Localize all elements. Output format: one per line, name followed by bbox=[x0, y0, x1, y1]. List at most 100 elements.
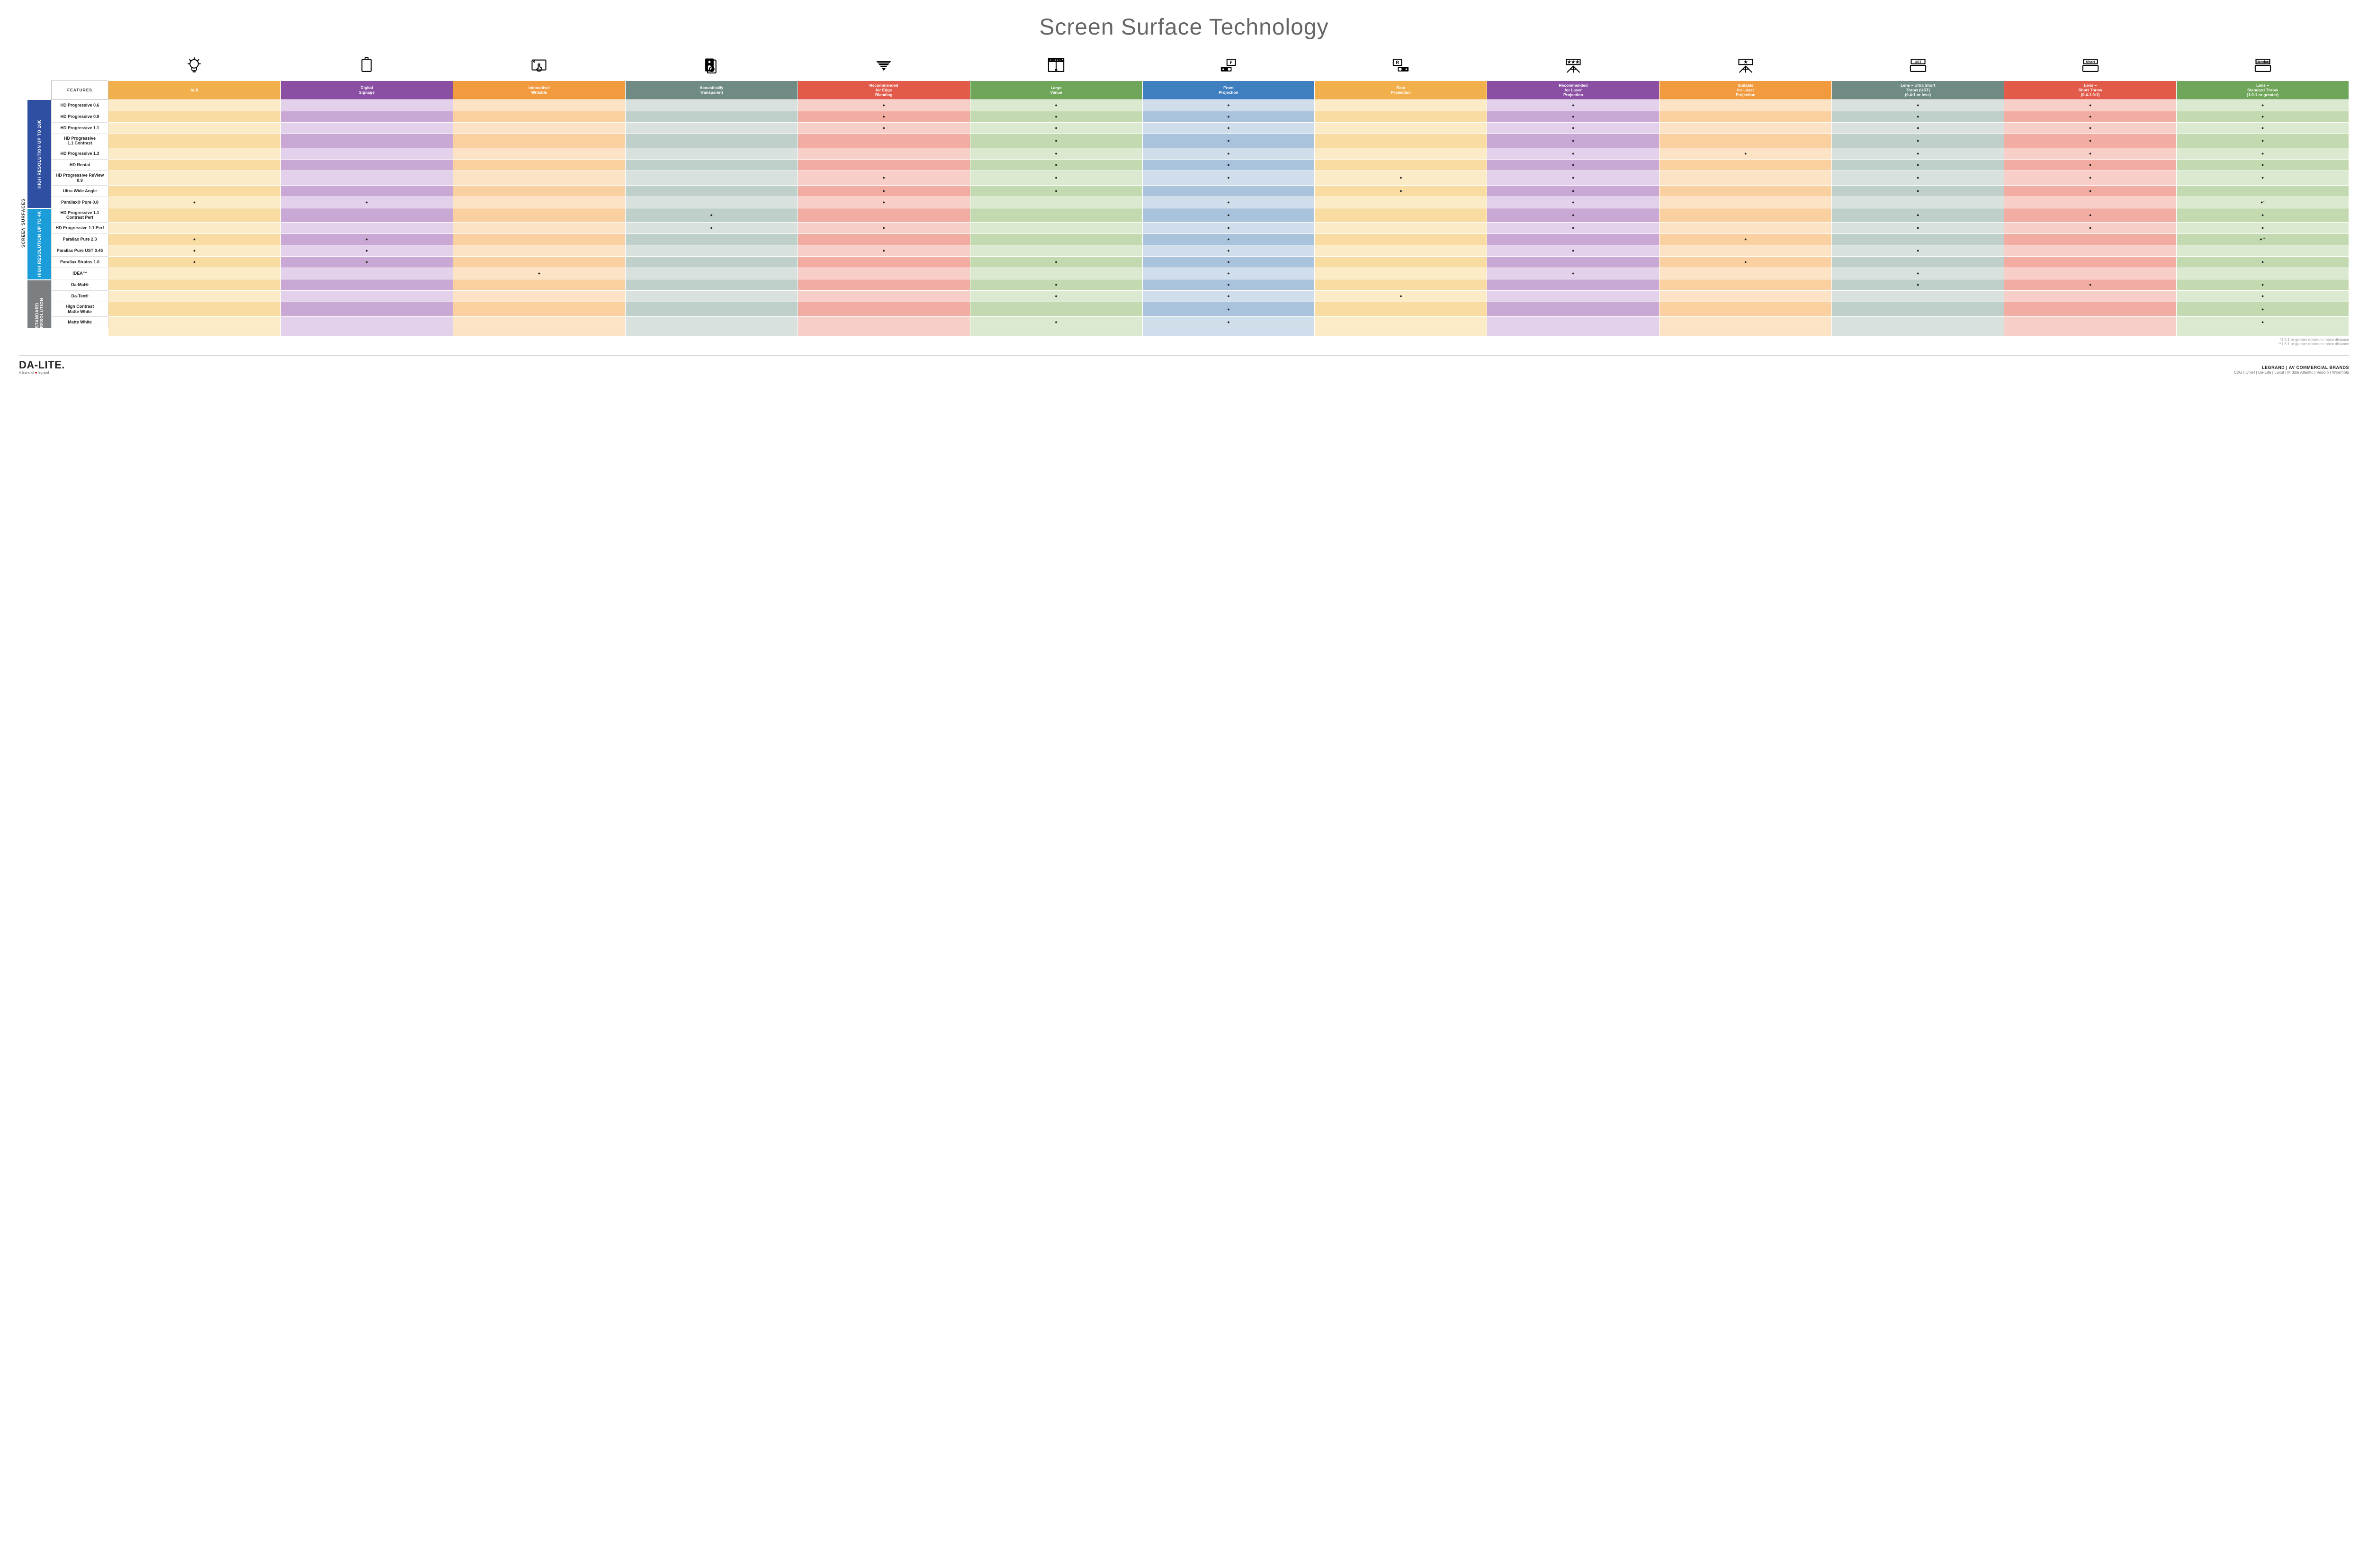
cell-front: ● bbox=[1142, 171, 1315, 186]
cell-edge bbox=[798, 291, 970, 302]
cell-short: ● bbox=[2004, 160, 2177, 171]
cell-acoustic bbox=[625, 279, 798, 291]
cell-ust: ● bbox=[1832, 223, 2004, 234]
cell-writable bbox=[453, 257, 625, 268]
cell-ust: ● bbox=[1832, 148, 2004, 160]
cell-short: ● bbox=[2004, 208, 2177, 223]
row-label: Da-Mat® bbox=[52, 279, 108, 291]
cell-std bbox=[2177, 245, 2349, 257]
cell-signage bbox=[280, 134, 453, 148]
cell-signage: ● bbox=[280, 245, 453, 257]
table-row: Parallax Pure 2.3●●●●●** bbox=[52, 234, 2349, 245]
feature-matrix-table: FR★★★★USTShortStandardFEATURESALRDigital… bbox=[51, 52, 2349, 337]
col-icon-front: F bbox=[1142, 52, 1315, 81]
cell-signage bbox=[280, 223, 453, 234]
cell-large: ● bbox=[970, 279, 1142, 291]
cell-rear bbox=[1315, 257, 1487, 268]
cell-ust: ● bbox=[1832, 268, 2004, 279]
group-g16k: HIGH RESOLUTION UP TO 16K bbox=[27, 99, 51, 208]
row-label: HD Progressive 0.6 bbox=[52, 99, 108, 111]
cell-suitlaser bbox=[1659, 291, 1832, 302]
cell-acoustic bbox=[625, 148, 798, 160]
cell-short: ● bbox=[2004, 171, 2177, 186]
cell-signage bbox=[280, 122, 453, 134]
cell-std: ● bbox=[2177, 316, 2349, 328]
cell-alr bbox=[108, 268, 281, 279]
cell-reclaser bbox=[1487, 316, 1659, 328]
cell-alr: ● bbox=[108, 245, 281, 257]
cell-reclaser: ● bbox=[1487, 185, 1659, 197]
cell-writable bbox=[453, 223, 625, 234]
cell-alr bbox=[108, 111, 281, 122]
cell-suitlaser bbox=[1659, 316, 1832, 328]
cell-writable bbox=[453, 302, 625, 317]
cell-rear bbox=[1315, 111, 1487, 122]
cell-short bbox=[2004, 257, 2177, 268]
cell-ust: ● bbox=[1832, 185, 2004, 197]
cell-large bbox=[970, 223, 1142, 234]
cell-signage bbox=[280, 279, 453, 291]
cell-reclaser bbox=[1487, 279, 1659, 291]
row-label: HD Progressive1.1 Contrast bbox=[52, 134, 108, 148]
cell-std: ● bbox=[2177, 171, 2349, 186]
cell-signage bbox=[280, 208, 453, 223]
cell-front: ● bbox=[1142, 134, 1315, 148]
row-label: Parallax Pure 2.3 bbox=[52, 234, 108, 245]
cell-large: ● bbox=[970, 134, 1142, 148]
table-row: Da-Tex®●●●● bbox=[52, 291, 2349, 302]
svg-text:Standard: Standard bbox=[2255, 60, 2270, 64]
cell-front: ● bbox=[1142, 302, 1315, 317]
row-label: Da-Tex® bbox=[52, 291, 108, 302]
cell-front: ● bbox=[1142, 99, 1315, 111]
table-row: HD Progressive ReView 0.9●●●●●●●● bbox=[52, 171, 2349, 186]
cell-short bbox=[2004, 245, 2177, 257]
footer-brands: C2G | Chief | Da-Lite | Luxul | Middle A… bbox=[2234, 370, 2349, 375]
cell-suitlaser bbox=[1659, 302, 1832, 317]
cell-signage: ● bbox=[280, 234, 453, 245]
cell-large: ● bbox=[970, 148, 1142, 160]
cell-std: ● bbox=[2177, 291, 2349, 302]
cell-rear bbox=[1315, 302, 1487, 317]
page-title: Screen Surface Technology bbox=[19, 14, 2349, 40]
cell-acoustic bbox=[625, 185, 798, 197]
cell-rear bbox=[1315, 134, 1487, 148]
cell-signage bbox=[280, 99, 453, 111]
cell-ust bbox=[1832, 234, 2004, 245]
row-label: HD Progressive ReView 0.9 bbox=[52, 171, 108, 186]
cell-signage bbox=[280, 160, 453, 171]
svg-text:R: R bbox=[1396, 60, 1399, 65]
cell-short: ● bbox=[2004, 122, 2177, 134]
cell-alr bbox=[108, 99, 281, 111]
cell-edge bbox=[798, 160, 970, 171]
cell-reclaser: ● bbox=[1487, 122, 1659, 134]
cell-reclaser: ● bbox=[1487, 99, 1659, 111]
cell-alr bbox=[108, 122, 281, 134]
cell-reclaser bbox=[1487, 257, 1659, 268]
cell-std: ● bbox=[2177, 302, 2349, 317]
cell-alr bbox=[108, 160, 281, 171]
cell-reclaser: ● bbox=[1487, 268, 1659, 279]
brand-logo: DA-LITE. bbox=[19, 359, 65, 371]
cell-rear bbox=[1315, 208, 1487, 223]
col-icon-rear: R bbox=[1315, 52, 1487, 81]
cell-suitlaser bbox=[1659, 122, 1832, 134]
cell-suitlaser bbox=[1659, 160, 1832, 171]
cell-std: ● bbox=[2177, 257, 2349, 268]
cell-signage: ● bbox=[280, 197, 453, 208]
cell-alr: ● bbox=[108, 234, 281, 245]
cell-signage: ● bbox=[280, 257, 453, 268]
cell-large bbox=[970, 268, 1142, 279]
col-header-reclaser: Recommendedfor LaserProjection bbox=[1487, 81, 1659, 99]
cell-alr bbox=[108, 316, 281, 328]
col-header-ust: Lens – Ultra ShortThrow (UST)(0.4:1 or l… bbox=[1832, 81, 2004, 99]
cell-front: ● bbox=[1142, 223, 1315, 234]
col-icon-large bbox=[970, 52, 1142, 81]
col-icon-acoustic bbox=[625, 52, 798, 81]
cell-writable bbox=[453, 160, 625, 171]
cell-large bbox=[970, 245, 1142, 257]
row-label: HD Progressive 1.3 bbox=[52, 148, 108, 160]
cell-signage bbox=[280, 185, 453, 197]
cell-front: ● bbox=[1142, 257, 1315, 268]
col-icon-std: Standard bbox=[2177, 52, 2349, 81]
col-header-front: FrontProjection bbox=[1142, 81, 1315, 99]
